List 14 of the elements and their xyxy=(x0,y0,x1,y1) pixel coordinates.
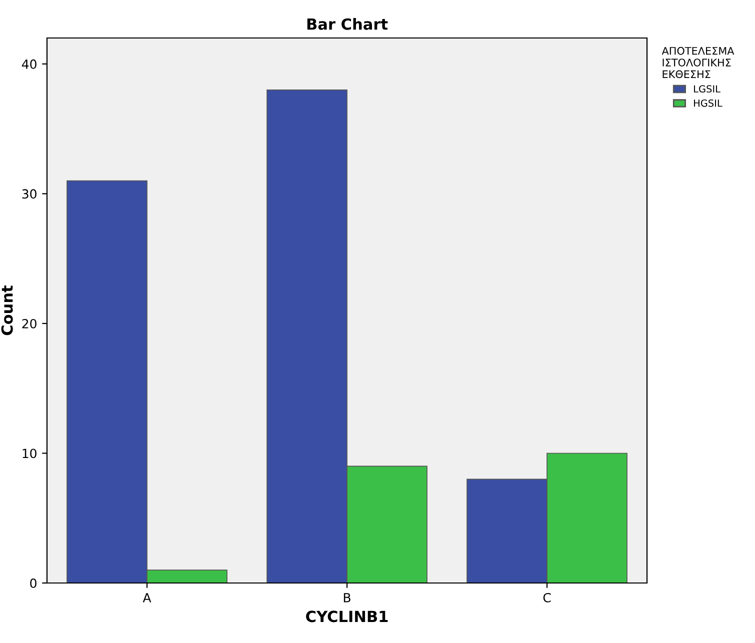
x-tick-label: B xyxy=(344,593,350,602)
legend-title: ΑΠΟΤΕΛΕΣΜΑ ΙΣΤΟΛΟΓΙΚΗΣ ΕΚΘΕΣΗΣ xyxy=(662,46,734,78)
y-tick-label: 10 xyxy=(22,448,36,458)
y-tick-label: 40 xyxy=(22,59,36,69)
x-axis-title: CYCLINB1 xyxy=(306,610,388,622)
x-tick-label: A xyxy=(142,593,152,602)
legend-label: LGSIL xyxy=(694,85,720,93)
y-tick-label: 0 xyxy=(30,578,36,588)
y-tick-label: 20 xyxy=(22,318,36,328)
y-axis-title: Count xyxy=(1,285,13,336)
x-tick-label: C xyxy=(543,592,551,602)
chart-title: Bar Chart xyxy=(307,18,388,30)
y-tick-label: 30 xyxy=(22,189,36,199)
legend-label: HGSIL xyxy=(694,99,722,107)
